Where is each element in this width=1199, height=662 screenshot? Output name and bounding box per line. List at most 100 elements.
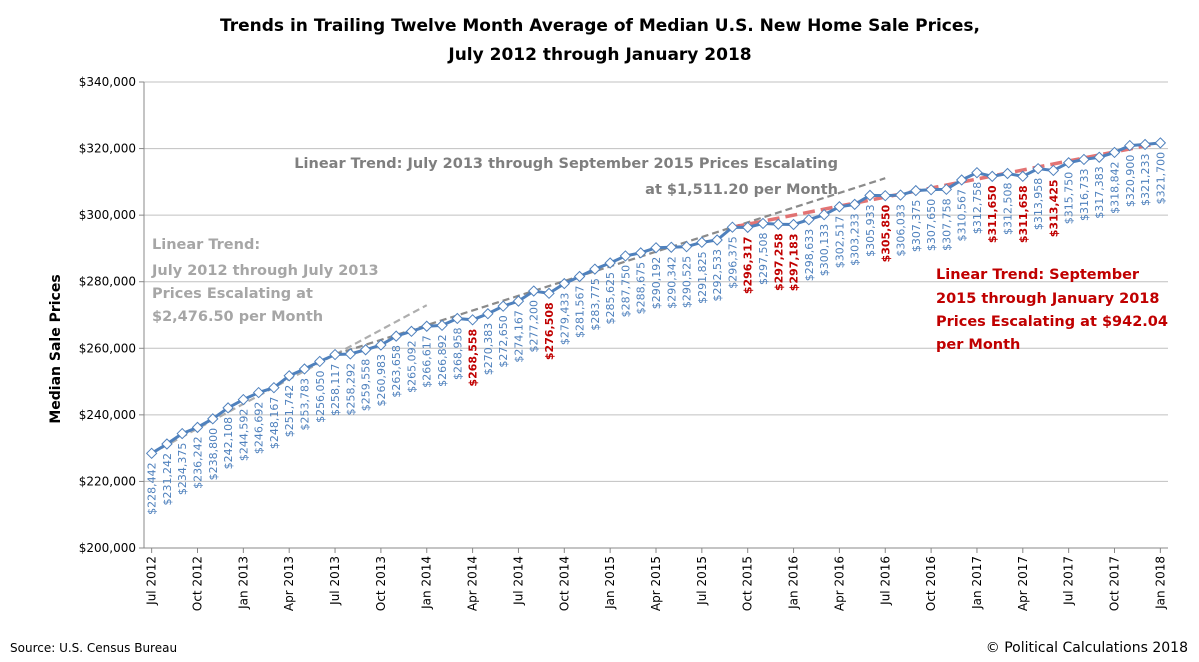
data-point xyxy=(436,319,448,332)
x-tick-label: Jan 2018 xyxy=(1153,556,1167,610)
data-label: $310,567 xyxy=(956,189,969,242)
data-point xyxy=(1001,167,1014,180)
data-point xyxy=(680,240,693,253)
data-point xyxy=(390,330,402,342)
data-point xyxy=(848,198,861,211)
data-point xyxy=(833,201,846,213)
x-tick-label: Jul 2013 xyxy=(328,556,342,606)
annotation-line: 2015 through January 2018 xyxy=(936,291,1159,307)
annotation-line: at $1,511.20 per Month xyxy=(645,182,838,198)
data-label: $283,775 xyxy=(589,278,602,331)
data-point xyxy=(161,438,173,450)
gridlines xyxy=(144,81,1168,482)
data-label: $313,958 xyxy=(1032,178,1045,231)
data-label: $242,108 xyxy=(222,417,235,470)
data-point xyxy=(741,221,754,234)
data-point xyxy=(971,166,983,179)
data-point xyxy=(726,221,739,233)
data-point xyxy=(314,355,326,368)
data-label: $234,375 xyxy=(176,443,189,496)
x-tick-label: Apr 2015 xyxy=(649,556,663,611)
data-point xyxy=(1139,138,1151,151)
data-label: $313,425 xyxy=(1047,179,1060,237)
data-label: $297,183 xyxy=(788,234,801,292)
data-label: $298,633 xyxy=(803,229,816,281)
x-tick-label: Jan 2017 xyxy=(970,556,984,610)
data-point xyxy=(1032,162,1044,175)
data-point xyxy=(955,174,968,186)
data-point xyxy=(405,325,418,338)
data-label: $268,558 xyxy=(467,329,480,387)
data-point xyxy=(1154,137,1167,149)
annotation-trend-2012-2013: Linear Trend: July 2012 through July 201… xyxy=(151,237,379,325)
data-point xyxy=(528,285,540,297)
y-tick-label: $340,000 xyxy=(79,75,136,89)
data-label: $321,233 xyxy=(1139,153,1152,206)
data-point xyxy=(1047,164,1060,177)
x-tick-label: Oct 2012 xyxy=(190,556,204,611)
data-label: $231,242 xyxy=(161,453,174,506)
data-point xyxy=(207,413,219,425)
x-tick-label: Jan 2016 xyxy=(787,556,801,610)
data-point xyxy=(650,242,662,254)
x-tick-label: Jul 2016 xyxy=(878,556,892,606)
data-point xyxy=(375,339,387,351)
data-point xyxy=(696,236,708,249)
data-label: $238,800 xyxy=(207,428,220,481)
x-tick-label: Apr 2016 xyxy=(832,556,846,611)
data-label: $265,092 xyxy=(405,340,418,393)
data-label: $302,517 xyxy=(833,216,846,268)
data-label: $303,233 xyxy=(849,213,862,266)
y-axis-ticks: $200,000 $220,000 $240,000 $260,000 $280,000… xyxy=(79,75,144,555)
data-label: $312,508 xyxy=(1002,183,1015,236)
chart-title: Trends in Trailing Twelve Month Average … xyxy=(220,16,980,36)
data-point xyxy=(283,370,295,382)
x-tick-label: Oct 2017 xyxy=(1108,556,1122,611)
data-label: $266,892 xyxy=(436,334,449,387)
data-point xyxy=(145,447,158,460)
data-point xyxy=(1108,146,1121,159)
y-tick-label: $320,000 xyxy=(79,142,136,156)
y-tick-label: $300,000 xyxy=(79,208,136,222)
data-point xyxy=(940,183,953,196)
copyright-note: © Political Calculations 2018 xyxy=(986,640,1188,656)
data-label: $305,933 xyxy=(864,204,877,257)
data-point xyxy=(252,386,265,399)
data-labels: $228,442 $231,242 $234,375 $236,242 $238,800… xyxy=(146,152,1168,515)
x-tick-label: Jul 2017 xyxy=(1062,556,1076,606)
data-label: $297,258 xyxy=(772,233,785,291)
data-label: $290,192 xyxy=(650,257,663,310)
data-point xyxy=(268,381,280,394)
annotation-trend-2013-2015: Linear Trend: July 2013 through Septembe… xyxy=(294,156,838,198)
data-point xyxy=(176,427,188,440)
data-point xyxy=(772,218,784,230)
data-point xyxy=(329,348,341,361)
data-label: $285,625 xyxy=(604,272,617,325)
annotation-line: Linear Trend: July 2013 through Septembe… xyxy=(294,156,838,172)
data-label: $315,750 xyxy=(1063,172,1076,225)
data-label: $292,533 xyxy=(711,249,724,302)
data-label: $290,525 xyxy=(681,256,694,309)
data-label: $270,383 xyxy=(482,323,495,376)
data-point xyxy=(711,234,723,246)
x-tick-label: Oct 2015 xyxy=(741,556,755,611)
data-point xyxy=(237,393,250,406)
data-label: $311,658 xyxy=(1017,185,1030,243)
data-point xyxy=(787,218,800,231)
data-label: $306,033 xyxy=(895,204,908,257)
annotation-line: Linear Trend: xyxy=(152,237,260,253)
annotation-line: Prices Escalating at $942.04 xyxy=(936,314,1168,330)
data-label: $268,958 xyxy=(451,327,464,380)
data-label: $288,675 xyxy=(635,262,648,315)
data-point xyxy=(1017,170,1029,183)
data-label: $266,617 xyxy=(421,335,434,388)
data-point xyxy=(359,344,372,356)
data-point xyxy=(894,189,907,201)
data-label: $316,733 xyxy=(1078,168,1091,221)
data-point xyxy=(635,247,647,259)
data-label: $312,758 xyxy=(971,182,984,235)
data-label: $277,200 xyxy=(528,300,541,353)
data-point xyxy=(1062,157,1075,169)
annotation-line: $2,476.50 per Month xyxy=(152,309,323,325)
